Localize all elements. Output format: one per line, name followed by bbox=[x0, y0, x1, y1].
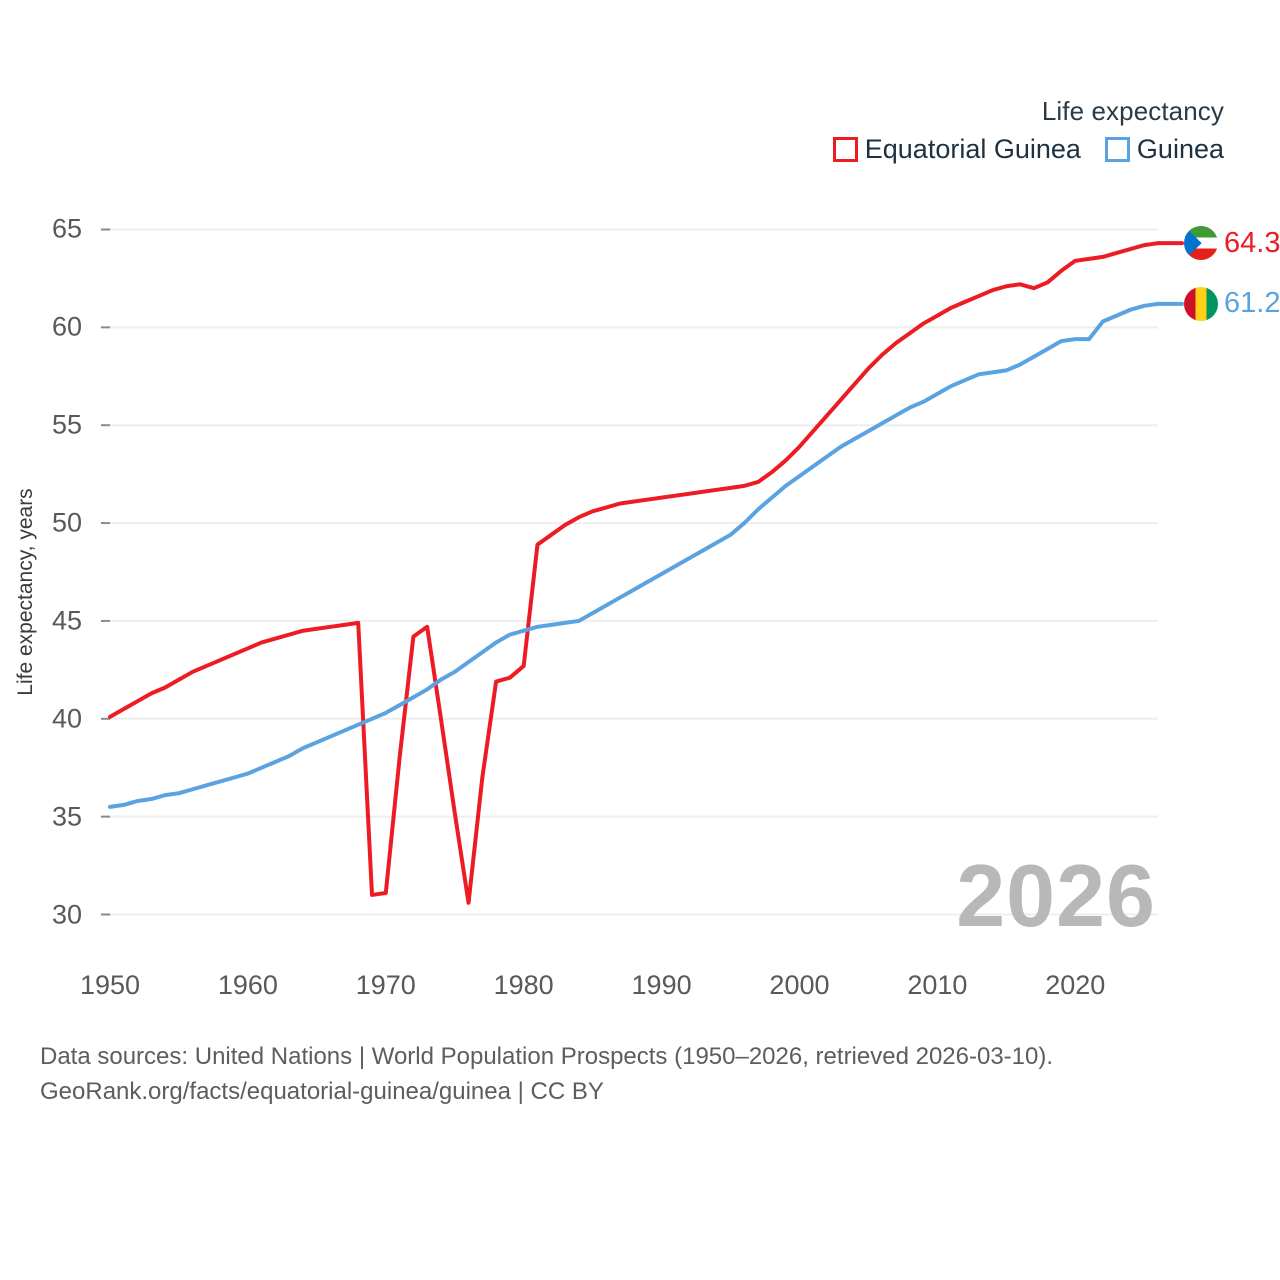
x-axis-tick-label: 1980 bbox=[493, 970, 554, 1000]
y-axis-tick-label: 30 bbox=[51, 899, 82, 929]
x-axis-tick-label: 1990 bbox=[631, 970, 692, 1000]
y-axis-tick-label: 45 bbox=[51, 605, 82, 636]
legend-items: Equatorial Guinea Guinea bbox=[0, 136, 1224, 163]
footer-attribution: Data sources: United Nations | World Pop… bbox=[40, 1040, 1240, 1110]
year-watermark: 2026 bbox=[956, 846, 1156, 945]
y-axis-tick-label: 60 bbox=[51, 311, 82, 342]
equatorial-guinea-flag-triangle bbox=[1184, 226, 1202, 261]
y-axis-tick-label: 55 bbox=[51, 409, 82, 440]
footer-line-1: Data sources: United Nations | World Pop… bbox=[40, 1043, 1054, 1070]
legend-title: Life expectancy bbox=[1041, 96, 1224, 126]
x-axis-tick-label: 2010 bbox=[907, 970, 968, 1000]
equatorial-guinea-flag-icon bbox=[1184, 226, 1218, 261]
y-axis-tick-label: 40 bbox=[51, 703, 82, 734]
guinea-flag-icon bbox=[1184, 286, 1218, 321]
x-axis-tick-label: 2000 bbox=[769, 970, 830, 1000]
legend-item-equatorial-guinea[interactable]: Equatorial Guinea bbox=[832, 134, 1081, 164]
legend-item-label: Guinea bbox=[1136, 134, 1224, 164]
end-label-value: 64.3 bbox=[1224, 226, 1280, 259]
y-axis-tick-label: 35 bbox=[51, 801, 82, 832]
x-axis-tick-label: 1960 bbox=[217, 970, 278, 1000]
footer-line-2: GeoRank.org/facts/equatorial-guinea/guin… bbox=[40, 1077, 604, 1105]
y-axis-tick-label: 65 bbox=[51, 213, 82, 244]
legend-swatch-icon bbox=[1104, 137, 1130, 162]
x-axis-tick-label: 1950 bbox=[79, 970, 141, 1000]
legend-item-label: Equatorial Guinea bbox=[864, 134, 1081, 164]
x-axis-tick-label: 1970 bbox=[355, 970, 416, 1000]
legend-item-guinea[interactable]: Guinea bbox=[1104, 134, 1224, 164]
y-axis-tick-label: 50 bbox=[51, 507, 82, 538]
chart-legend: Life expectancy Equatorial Guinea Guinea bbox=[0, 96, 1252, 163]
x-axis-tick-label: 2020 bbox=[1045, 970, 1106, 1000]
legend-swatch-icon bbox=[832, 137, 858, 162]
end-label-value: 61.2 bbox=[1224, 287, 1280, 320]
end-label-guinea: 61.2 bbox=[1184, 286, 1280, 321]
end-label-equatorial-guinea: 64.3 bbox=[1184, 226, 1280, 261]
